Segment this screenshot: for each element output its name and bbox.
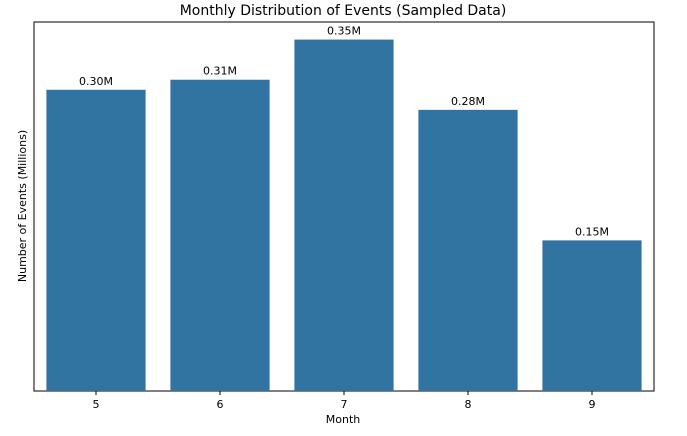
y-axis-label: Number of Events (Millions) xyxy=(16,130,29,282)
x-tick-label: 8 xyxy=(465,398,472,411)
data-label-month-6: 0.31M xyxy=(203,65,237,78)
data-label-month-9: 0.15M xyxy=(575,225,609,238)
bar-month-5 xyxy=(46,89,146,391)
bar-month-6 xyxy=(170,79,270,392)
x-tick-label: 7 xyxy=(341,398,348,411)
x-tick-label: 6 xyxy=(217,398,224,411)
chart-title: Monthly Distribution of Events (Sampled … xyxy=(180,3,507,19)
data-label-month-5: 0.30M xyxy=(79,75,113,88)
x-tick-label: 5 xyxy=(93,398,100,411)
x-tick-label: 9 xyxy=(589,398,596,411)
bars-group xyxy=(46,39,642,392)
bar-month-7 xyxy=(294,39,394,391)
x-axis-ticks: 5 6 7 8 9 xyxy=(93,391,596,411)
data-label-month-7: 0.35M xyxy=(327,25,361,38)
bar-month-8 xyxy=(418,109,518,391)
bar-month-9 xyxy=(542,240,642,391)
x-axis-label: Month xyxy=(326,413,361,426)
data-labels-group: 0.30M 0.31M 0.35M 0.28M 0.15M xyxy=(79,25,609,239)
data-label-month-8: 0.28M xyxy=(451,95,485,108)
